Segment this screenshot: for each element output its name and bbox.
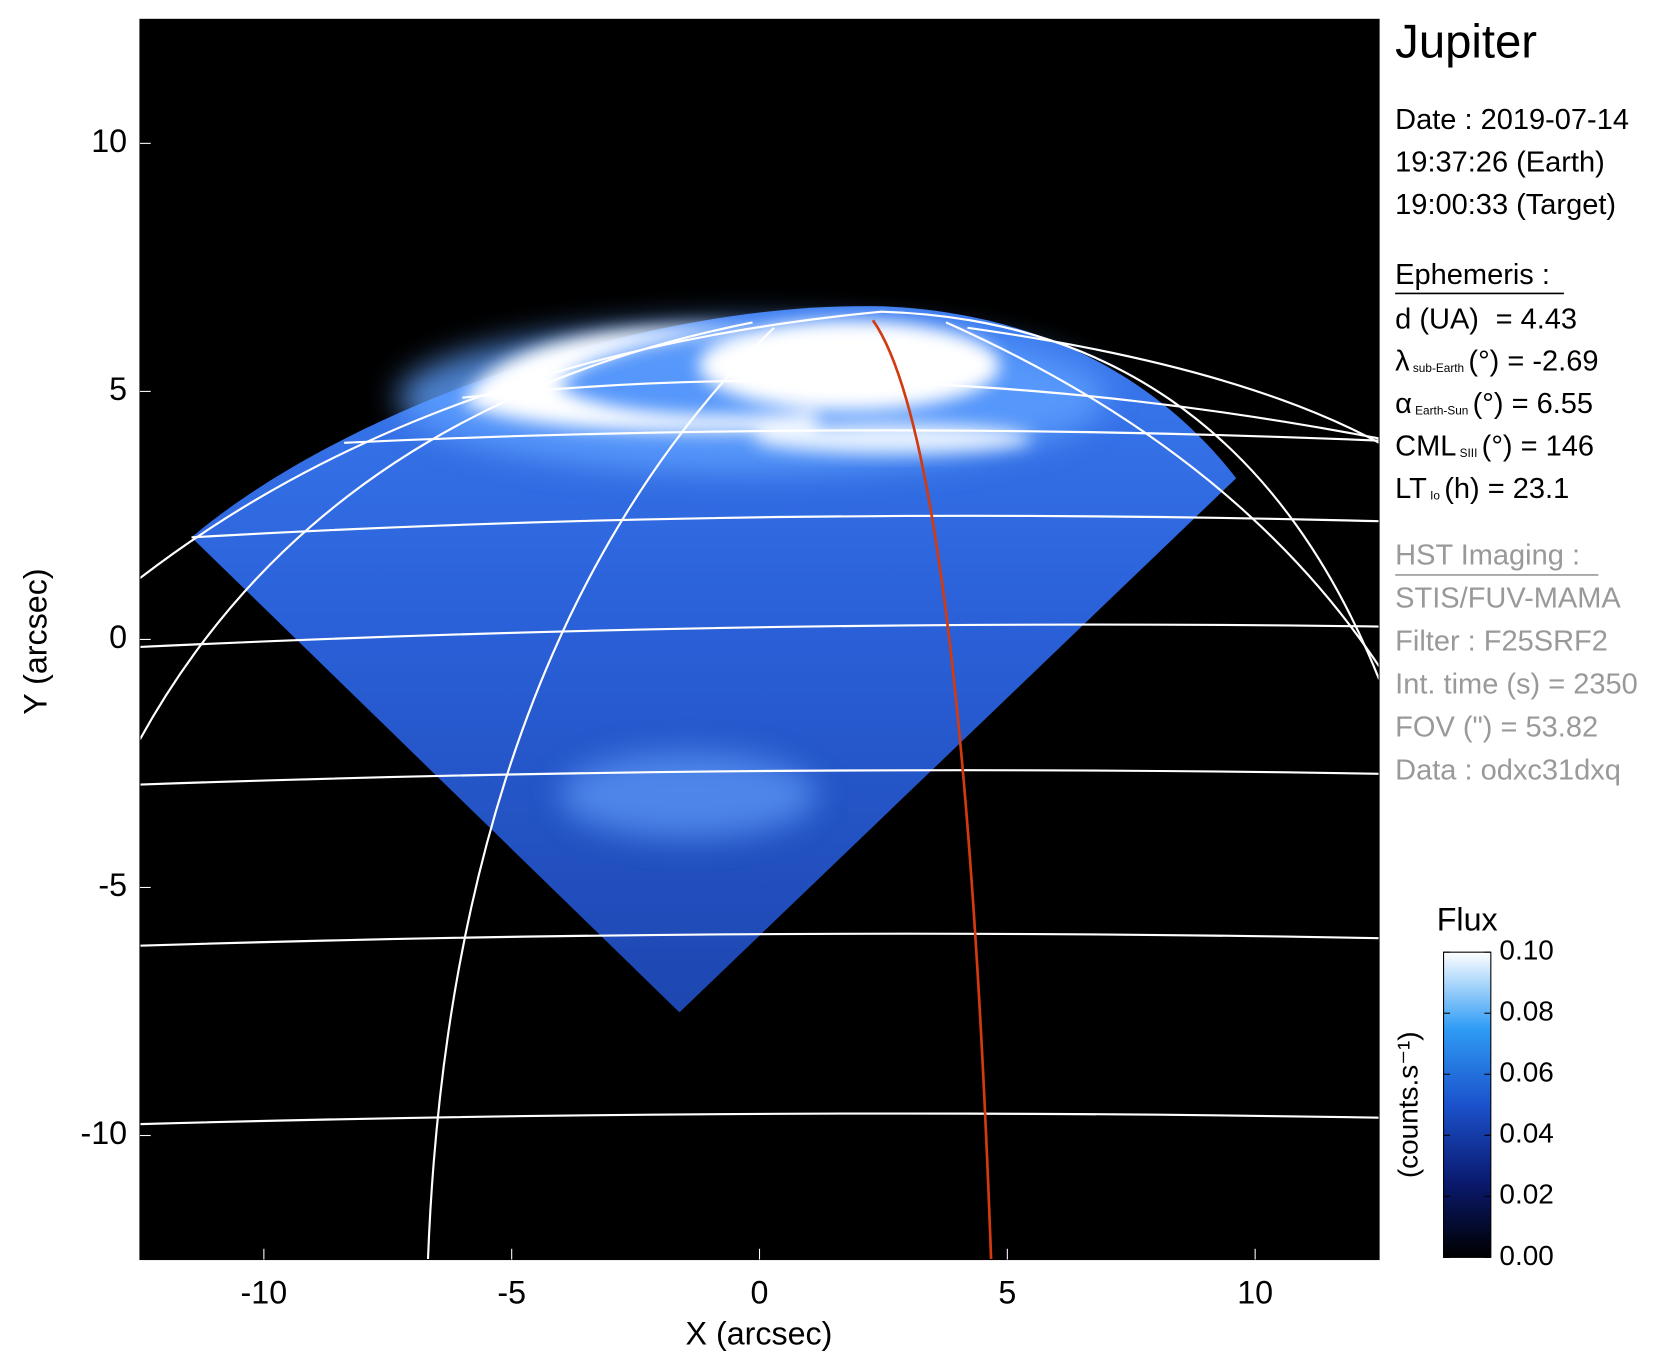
colorbar-tick-label: 0.06 [1499, 1057, 1553, 1088]
ephemeris-value: (°) = 146 [1482, 430, 1594, 462]
ephemeris-subscript: Earth-Sun [1415, 404, 1468, 418]
latitude-line [139, 932, 1380, 947]
date-line: 19:37:26 (Earth) [1395, 147, 1605, 179]
latitude-line [139, 769, 1380, 786]
ephemeris-symbol: λ [1395, 345, 1410, 377]
y-tick-label: 10 [91, 123, 127, 159]
x-tick-label: -10 [241, 1275, 288, 1311]
ephemeris-subscript: SIII [1460, 446, 1478, 460]
info-panel: Date : 2019-07-14 19:37:26 (Earth) 19:00:3… [1395, 104, 1638, 786]
x-tick-label: 5 [998, 1275, 1016, 1311]
instrument-heading: HST Imaging : [1395, 539, 1580, 571]
ephemeris-symbol: LT [1395, 473, 1427, 505]
ephemeris-value: (°) = 6.55 [1473, 388, 1593, 420]
latitude-line [462, 379, 1380, 440]
ephemeris-subscript: sub-Earth [1413, 361, 1464, 375]
instrument-line: Int. time (s) = 2350 [1395, 668, 1638, 700]
lat-lon-grid [139, 310, 1380, 1260]
x-axis-label: X (arcsec) [686, 1315, 833, 1351]
y-tick-label: -10 [80, 1115, 127, 1151]
ephemeris-line: λ sub-Earth (°) = -2.69 [1395, 345, 1598, 377]
ephemeris-heading: Ephemeris : [1395, 259, 1550, 291]
latitude-line [344, 429, 1380, 444]
longitude-line [426, 327, 775, 1260]
ephemeris-line: LT Io (h) = 23.1 [1395, 473, 1569, 505]
instrument-line: Filter : F25SRF2 [1395, 625, 1608, 657]
colorbar-label: (counts.s⁻¹) [1393, 1031, 1424, 1178]
y-tick-label: 5 [109, 371, 127, 407]
date-line: Date : 2019-07-14 [1395, 104, 1629, 136]
latitude-line [191, 514, 1380, 539]
y-axis-label: Y (arcsec) [17, 568, 53, 714]
date-line: 19:00:33 (Target) [1395, 189, 1616, 221]
ephemeris-value: = 4.43 [1488, 303, 1578, 335]
x-tick-label: -5 [497, 1275, 526, 1311]
colorbar [1443, 951, 1492, 1258]
x-tick-label: 10 [1237, 1275, 1273, 1311]
longitude-line [139, 321, 753, 740]
ephemeris-line: CML SIII (°) = 146 [1395, 430, 1594, 462]
title: Jupiter [1395, 16, 1537, 69]
image [139, 19, 1380, 1260]
io-footprint [871, 319, 993, 1260]
instrument-line: STIS/FUV-MAMA [1395, 582, 1621, 614]
colorbar-tick-label: 0.10 [1499, 935, 1553, 966]
ephemeris-symbol: d (UA) [1395, 303, 1479, 335]
latitude-line [139, 1112, 1380, 1126]
longitude-line [945, 321, 1380, 667]
limb [139, 310, 1380, 680]
x-tick-label: 0 [751, 1275, 769, 1311]
y-tick-label: 0 [109, 619, 127, 655]
colorbar-tick-label: 0.00 [1499, 1240, 1553, 1271]
latitude-line [139, 623, 1380, 649]
ephemeris-symbol: α [1395, 388, 1412, 420]
ephemeris-line: α Earth-Sun (°) = 6.55 [1395, 388, 1593, 420]
colorbar-tick-label: 0.02 [1499, 1179, 1553, 1210]
ephemeris-line: d (UA) = 4.43 [1395, 303, 1577, 335]
longitude-line [967, 326, 1380, 444]
colorbar-tick-label: 0.08 [1499, 996, 1553, 1027]
ephemeris-value: (h) = 23.1 [1444, 473, 1569, 505]
ephemeris-subscript: Io [1430, 489, 1440, 503]
disk [191, 306, 1237, 1013]
ephemeris-value: (°) = -2.69 [1468, 345, 1598, 377]
ephemeris-symbol: CML [1395, 430, 1456, 462]
instrument-line: Data : odxc31dxq [1395, 754, 1621, 786]
y-tick-label: -5 [98, 867, 127, 903]
colorbar-title: Flux [1437, 902, 1498, 938]
instrument-line: FOV (") = 53.82 [1395, 711, 1598, 743]
colorbar-tick-label: 0.04 [1499, 1118, 1553, 1149]
